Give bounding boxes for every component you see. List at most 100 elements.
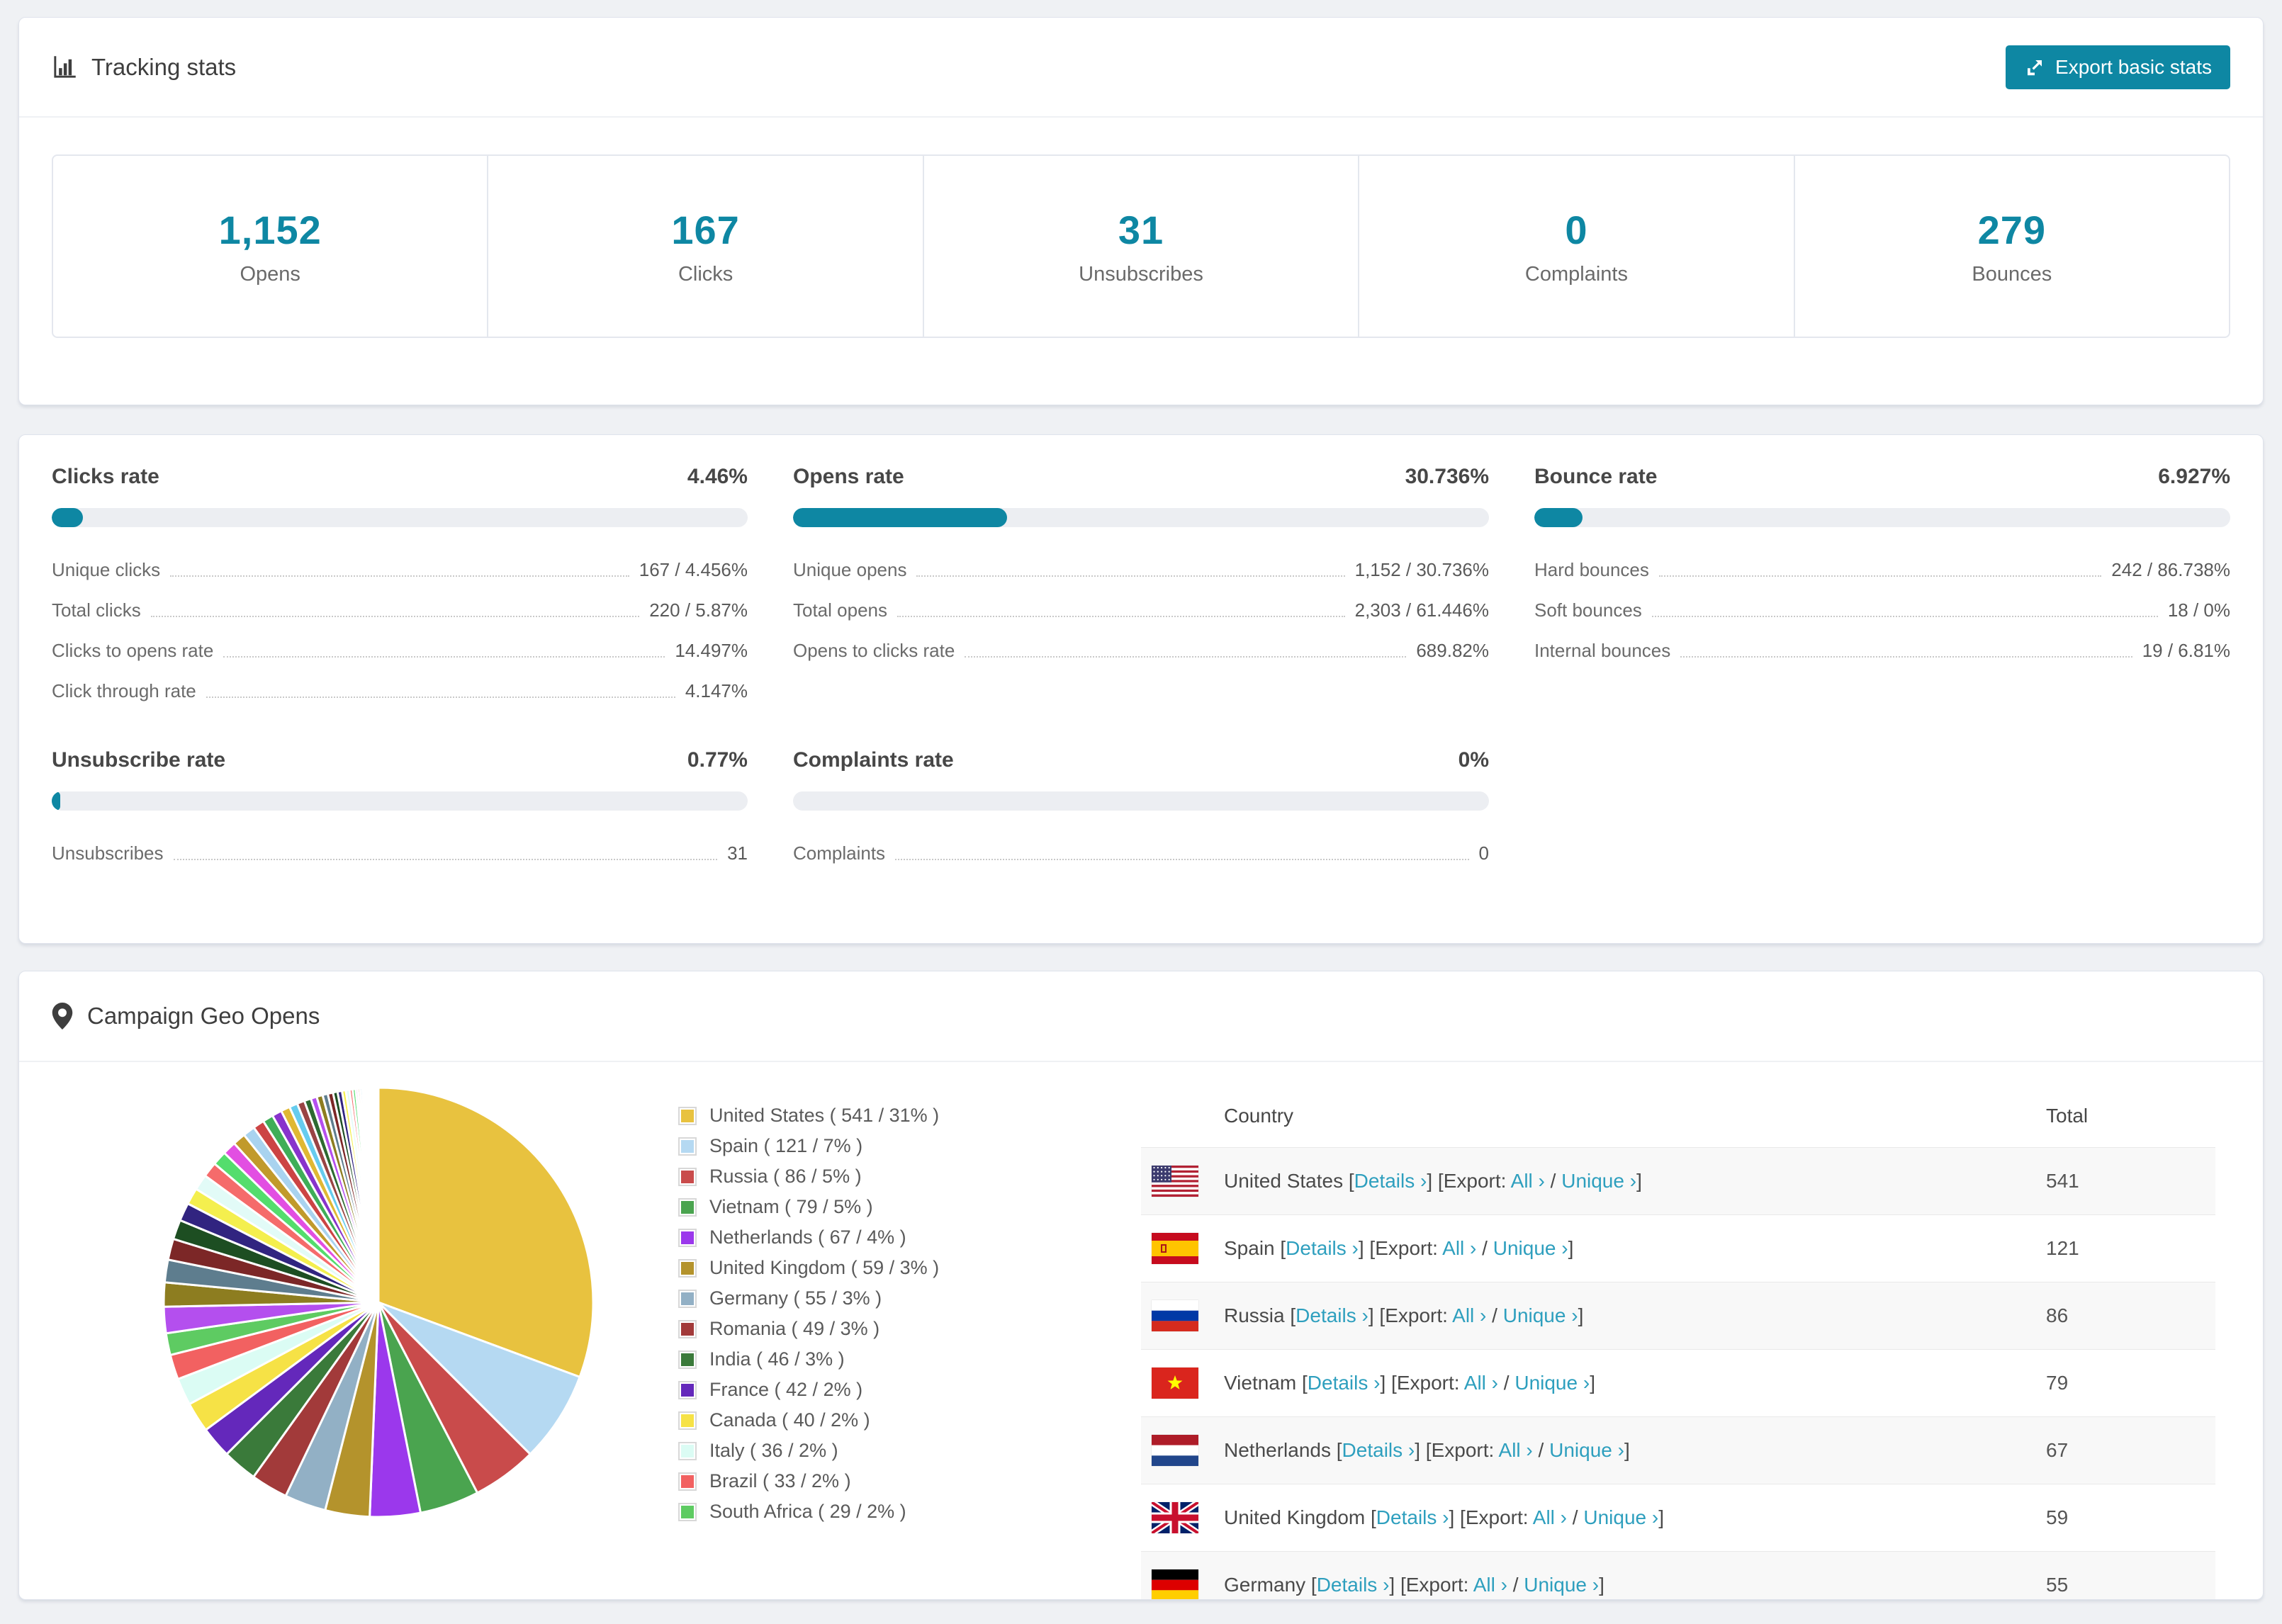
- export-all-link-us[interactable]: All ›: [1510, 1170, 1545, 1192]
- progress-bar-opens: [793, 508, 1489, 527]
- country-cell: Netherlands [Details ›] [Export: All › /…: [1224, 1439, 1630, 1461]
- legend-item-germany: Germany ( 55 / 3% ): [678, 1283, 939, 1314]
- metric-rows: Unique clicks 167 / 4.456% Total clicks 220…: [52, 550, 748, 711]
- dotted-leader: [1658, 575, 2102, 577]
- pie-slice-spain[interactable]: [377, 1301, 582, 1456]
- legend-swatch: [678, 1167, 697, 1186]
- metric-rows: Complaints 0: [793, 833, 1489, 874]
- total-cell: 86: [2046, 1304, 2069, 1326]
- chart-bar-icon: [54, 55, 76, 78]
- progress-bar-complaints: [793, 791, 1489, 811]
- rate-block-unsubscribe: Unsubscribe rate 0.77% Unsubscribes 31: [52, 748, 748, 874]
- export-all-link-gb[interactable]: All ›: [1532, 1506, 1568, 1528]
- progress-bar-bounce: [1534, 508, 2230, 527]
- metric-value: 167 / 4.456%: [639, 559, 748, 580]
- export-all-link-vn[interactable]: All ›: [1463, 1372, 1498, 1394]
- stat-value: 167: [671, 207, 740, 252]
- legend-item-united-states: United States ( 541 / 31% ): [678, 1100, 939, 1131]
- legend-label: Germany ( 55 / 3% ): [709, 1287, 882, 1309]
- details-link-gb[interactable]: Details ›: [1376, 1506, 1449, 1528]
- metric-row: Internal bounces 19 / 6.81%: [1534, 631, 2230, 671]
- details-link-us[interactable]: Details ›: [1354, 1170, 1427, 1192]
- export-all-link-de[interactable]: All ›: [1473, 1574, 1507, 1596]
- dotted-leader: [173, 858, 718, 860]
- export-unique-link-vn[interactable]: Unique ›: [1514, 1372, 1590, 1394]
- legend-swatch: [678, 1411, 697, 1430]
- export-unique-link-gb[interactable]: Unique ›: [1583, 1506, 1659, 1528]
- total-cell: 67: [2046, 1439, 2069, 1461]
- details-link-de[interactable]: Details ›: [1316, 1574, 1390, 1596]
- legend-swatch: [678, 1502, 697, 1521]
- rate-block-complaints: Complaints rate 0% Complaints 0: [793, 748, 1489, 874]
- total-cell: 55: [2046, 1574, 2069, 1596]
- metric-value: 14.497%: [675, 640, 748, 661]
- dotted-leader: [916, 575, 1345, 577]
- legend-item-spain: Spain ( 121 / 7% ): [678, 1131, 939, 1161]
- legend-swatch: [678, 1106, 697, 1125]
- details-link-vn[interactable]: Details ›: [1307, 1372, 1381, 1394]
- legend-item-vietnam: Vietnam ( 79 / 5% ): [678, 1192, 939, 1222]
- dotted-leader: [150, 615, 640, 617]
- flag-es-icon: [1152, 1233, 1198, 1264]
- flag-vn-icon: [1152, 1368, 1198, 1399]
- metric-rows: Unsubscribes 31: [52, 833, 748, 874]
- export-unique-link-us[interactable]: Unique ›: [1561, 1170, 1637, 1192]
- geo-table-header-total: Total: [2046, 1105, 2089, 1127]
- geo-table: Country Total United States [Details ›] …: [1141, 1085, 2215, 1599]
- legend-item-romania: Romania ( 49 / 3% ): [678, 1314, 939, 1344]
- metric-row: Total opens 2,303 / 61.446%: [793, 590, 1489, 631]
- export-basic-stats-button[interactable]: Export basic stats: [2006, 45, 2230, 89]
- export-all-link-ru[interactable]: All ›: [1452, 1304, 1487, 1326]
- export-unique-link-es[interactable]: Unique ›: [1493, 1237, 1568, 1259]
- rate-head-complaints: Complaints rate 0%: [793, 748, 1489, 772]
- metric-label: Soft bounces: [1534, 599, 1642, 621]
- rate-value: 6.927%: [2158, 465, 2230, 488]
- dotted-leader: [895, 858, 1469, 860]
- stat-box-clicks: 167 Clicks: [487, 156, 922, 337]
- table-row-gb: United Kingdom [Details ›] [Export: All …: [1141, 1484, 2215, 1551]
- flag-ru-icon: [1152, 1300, 1198, 1331]
- legend-swatch: [678, 1441, 697, 1460]
- country-cell: United Kingdom [Details ›] [Export: All …: [1224, 1506, 1664, 1528]
- flag-nl-icon: [1152, 1435, 1198, 1466]
- stat-value: 0: [1565, 207, 1588, 252]
- rate-title: Opens rate: [793, 465, 904, 488]
- rate-value: 30.736%: [1405, 465, 1489, 488]
- summary-stats-row: 1,152 Opens 167 Clicks 31 Unsubscribes 0 Compla…: [52, 154, 2230, 338]
- export-all-link-nl[interactable]: All ›: [1498, 1439, 1533, 1461]
- dotted-leader: [1680, 655, 2132, 658]
- tracking-stats-card: Tracking stats Export basic stats 1,152 O…: [18, 17, 2264, 405]
- legend-item-south-africa: South Africa ( 29 / 2% ): [678, 1496, 939, 1527]
- pie-slice-united-states[interactable]: [377, 1086, 595, 1379]
- legend-item-russia: Russia ( 86 / 5% ): [678, 1161, 939, 1192]
- metric-label: Total opens: [793, 599, 887, 621]
- pie-legend: United States ( 541 / 31% ) Spain ( 121 /…: [678, 1100, 939, 1527]
- export-unique-link-de[interactable]: Unique ›: [1524, 1574, 1600, 1596]
- flag-de-icon: [1152, 1569, 1198, 1599]
- metric-value: 31: [727, 842, 748, 864]
- export-unique-link-ru[interactable]: Unique ›: [1502, 1304, 1578, 1326]
- legend-swatch: [678, 1289, 697, 1308]
- legend-item-canada: Canada ( 40 / 2% ): [678, 1405, 939, 1436]
- metric-value: 1,152 / 30.736%: [1354, 559, 1489, 580]
- rate-head-bounce: Bounce rate 6.927%: [1534, 465, 2230, 489]
- table-row-nl: Netherlands [Details ›] [Export: All › /…: [1141, 1416, 2215, 1484]
- export-all-link-es[interactable]: All ›: [1442, 1237, 1477, 1259]
- details-link-nl[interactable]: Details ›: [1342, 1439, 1415, 1461]
- legend-item-united-kingdom: United Kingdom ( 59 / 3% ): [678, 1253, 939, 1283]
- details-link-es[interactable]: Details ›: [1286, 1237, 1359, 1259]
- stat-label: Clicks: [678, 262, 734, 286]
- export-unique-link-nl[interactable]: Unique ›: [1549, 1439, 1624, 1461]
- progress-fill: [1534, 508, 1583, 527]
- total-cell: 59: [2046, 1506, 2069, 1528]
- details-link-ru[interactable]: Details ›: [1295, 1304, 1368, 1326]
- geo-opens-header: Campaign Geo Opens: [19, 971, 2263, 1062]
- stat-value: 279: [1977, 207, 2047, 252]
- stat-value: 31: [1118, 207, 1164, 252]
- legend-label: Spain ( 121 / 7% ): [709, 1135, 863, 1156]
- rates-card: Clicks rate 4.46% Unique clicks 167 / 4.456…: [18, 434, 2264, 944]
- rate-head-clicks: Clicks rate 4.46%: [52, 465, 748, 489]
- metric-value: 689.82%: [1416, 640, 1489, 661]
- legend-swatch: [678, 1472, 697, 1491]
- legend-swatch: [678, 1380, 697, 1399]
